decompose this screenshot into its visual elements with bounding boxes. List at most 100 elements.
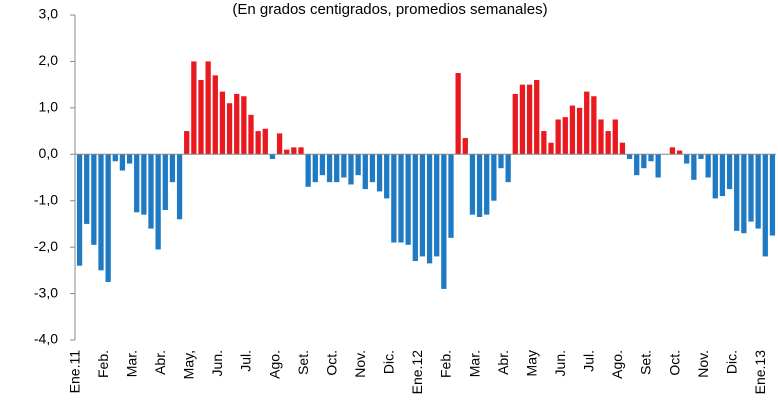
bar	[548, 142, 554, 155]
bar	[598, 119, 604, 155]
x-tick-label: Mar.	[123, 350, 139, 377]
bar	[198, 80, 204, 155]
bar	[362, 154, 368, 190]
bar	[269, 154, 276, 159]
bar	[341, 154, 347, 178]
x-tick-label: Jun.	[209, 350, 225, 376]
bar	[612, 119, 618, 155]
bar	[562, 117, 568, 155]
bar	[398, 154, 404, 243]
x-tick-label: Jul.	[238, 350, 254, 372]
bar	[684, 154, 690, 164]
bar	[384, 154, 390, 199]
bar	[184, 131, 190, 155]
x-tick-label: Jun.	[552, 350, 568, 376]
x-tick-label: Nov.	[352, 350, 368, 378]
x-tick-label: Set.	[638, 350, 654, 375]
bar	[134, 154, 140, 213]
bar	[191, 61, 197, 155]
bar	[769, 154, 776, 236]
bar	[348, 154, 354, 185]
bar	[755, 154, 761, 229]
bar	[326, 154, 333, 183]
bar	[498, 154, 504, 169]
bar	[76, 154, 83, 266]
x-tick-label: Dic.	[723, 350, 739, 374]
bar	[648, 154, 654, 162]
x-tick-label: Ago.	[609, 350, 625, 379]
bar	[441, 154, 447, 289]
y-tick-label: 2,0	[39, 52, 59, 68]
bar	[312, 154, 318, 183]
x-tick-label: Dic.	[381, 350, 397, 374]
bar	[212, 75, 218, 155]
bar	[569, 105, 576, 155]
bar	[484, 154, 490, 215]
x-tick-label: Ago.	[266, 350, 282, 379]
bar	[405, 154, 411, 245]
x-tick-label: Oct.	[323, 350, 339, 376]
bar	[169, 154, 176, 183]
bar	[691, 154, 697, 180]
bar	[376, 154, 383, 192]
y-tick-label: 1,0	[39, 99, 59, 115]
bar	[698, 154, 704, 159]
bar	[734, 154, 740, 231]
bar	[419, 154, 426, 257]
bar	[176, 154, 183, 220]
x-tick-label: Abr.	[495, 350, 511, 375]
bar	[705, 154, 711, 178]
bar	[719, 154, 726, 197]
bar	[91, 154, 97, 245]
bar	[655, 154, 661, 178]
bar	[105, 154, 111, 282]
bar	[591, 96, 597, 155]
x-tick-label: Feb.	[95, 350, 111, 378]
bar	[248, 114, 254, 155]
bar	[155, 154, 161, 250]
bar	[255, 131, 261, 155]
bar	[619, 142, 626, 155]
y-tick-label: -2,0	[34, 238, 58, 254]
bar	[98, 154, 104, 271]
y-tick-label: -1,0	[34, 191, 58, 207]
x-tick-label: Mar.	[466, 350, 482, 377]
y-tick-label: 0,0	[39, 145, 59, 161]
bar	[469, 154, 476, 215]
bar	[669, 147, 676, 155]
bar	[391, 154, 397, 243]
x-tick-label: Oct.	[666, 350, 682, 376]
bar	[641, 154, 647, 169]
bar	[505, 154, 511, 183]
bar	[426, 154, 433, 264]
bar	[534, 80, 540, 155]
chart-subtitle: (En grados centigrados, promedios semana…	[232, 1, 547, 18]
x-tick-label: Nov.	[695, 350, 711, 378]
bar	[84, 154, 90, 224]
bar	[512, 93, 518, 155]
bar	[241, 96, 247, 155]
bar	[726, 154, 733, 190]
x-tick-label: Feb.	[438, 350, 454, 378]
x-tick-label: Ene.12	[409, 350, 425, 395]
bar	[476, 154, 483, 217]
bar	[219, 91, 226, 155]
bar	[676, 150, 683, 155]
bar	[712, 154, 718, 199]
bar	[519, 84, 526, 155]
bar	[541, 131, 547, 155]
bar	[162, 154, 168, 210]
bar	[234, 93, 240, 155]
bar	[369, 154, 376, 183]
bar	[462, 138, 468, 155]
bar	[262, 128, 268, 155]
bar	[434, 154, 440, 257]
bar	[412, 154, 418, 262]
bar	[448, 154, 454, 238]
x-tick-label: May	[523, 350, 539, 376]
y-tick-label: -4,0	[34, 331, 58, 347]
bar	[126, 154, 133, 164]
bar	[205, 61, 211, 155]
x-tick-label: May,	[181, 350, 197, 379]
